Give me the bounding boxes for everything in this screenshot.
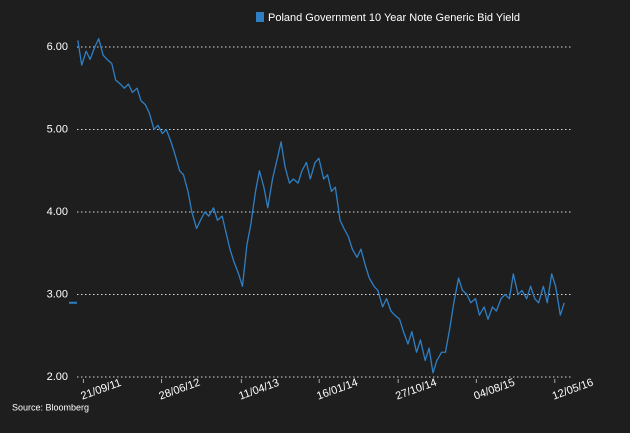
y-tick-label: 5.00 [47, 123, 68, 135]
line-series [77, 38, 565, 374]
y-tick-label: 6.00 [47, 41, 68, 53]
source-note: Source: Bloomberg [12, 402, 89, 412]
legend-label: Poland Government 10 Year Note Generic B… [268, 12, 520, 24]
y-tick-label: 2.00 [47, 371, 68, 383]
y-tick-label: 4.00 [47, 206, 68, 218]
legend-swatch [256, 12, 264, 22]
y-tick-label: 3.00 [47, 288, 68, 300]
